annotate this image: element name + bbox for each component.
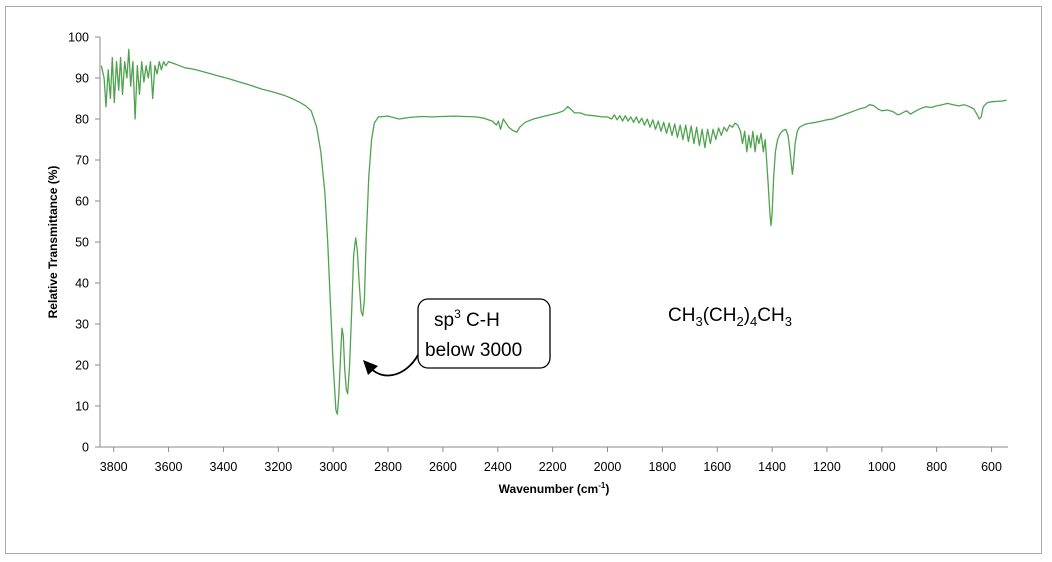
x-tick-label: 2400 — [484, 460, 512, 474]
x-tick-label: 1200 — [813, 460, 841, 474]
x-tick-label: 2200 — [539, 460, 567, 474]
chart-frame — [5, 6, 1042, 554]
molecule-formula: CH3(CH2)4CH3 — [668, 305, 792, 329]
x-axis-title-sup: -1 — [598, 481, 606, 490]
x-tick-label: 3200 — [264, 460, 292, 474]
y-tick-label: 100 — [68, 31, 89, 45]
y-tick-label: 80 — [75, 113, 89, 127]
axes — [99, 37, 1008, 448]
x-tick-label: 1600 — [703, 460, 731, 474]
y-ticks: 0 10 20 30 40 50 60 70 80 90 100 — [68, 31, 100, 455]
x-tick-label: 3600 — [155, 460, 183, 474]
y-tick-label: 10 — [75, 400, 89, 414]
x-tick-label: 3400 — [210, 460, 238, 474]
y-tick-label: 70 — [75, 154, 89, 168]
y-tick-label: 90 — [75, 72, 89, 86]
y-axis-title: Relative Transmittance (%) — [46, 166, 60, 319]
x-tick-label: 3000 — [319, 460, 347, 474]
x-ticks: 3800 3600 3400 3200 3000 2800 2600 2400 2200 2000… — [100, 447, 1002, 474]
annotation-box — [417, 298, 551, 369]
x-tick-label: 2600 — [429, 460, 457, 474]
x-tick-label: 3800 — [100, 460, 128, 474]
x-tick-label: 2000 — [594, 460, 622, 474]
x-tick-label: 1000 — [868, 460, 896, 474]
y-tick-label: 60 — [75, 195, 89, 209]
annotation-arrowhead — [363, 360, 378, 375]
x-tick-label: 1400 — [758, 460, 786, 474]
x-tick-label: 2800 — [374, 460, 402, 474]
spectrum-line — [100, 48, 1007, 415]
annotation-callout: sp3 C-H below 3000 — [363, 298, 551, 377]
y-tick-label: 50 — [75, 236, 89, 250]
x-tick-label: 600 — [981, 460, 1002, 474]
y-tick-label: 20 — [75, 359, 89, 373]
x-axis-title-main: Wavenumber (cm — [499, 482, 599, 496]
annotation-line-1: sp3 C-H — [434, 307, 500, 331]
x-axis-title: Wavenumber (cm-1) — [499, 481, 610, 496]
x-tick-label: 800 — [926, 460, 947, 474]
y-tick-label: 40 — [75, 277, 89, 291]
y-tick-label: 0 — [82, 441, 89, 455]
annotation-line-2: below 3000 — [425, 340, 522, 361]
x-axis-title-end: ) — [605, 482, 609, 496]
y-tick-label: 30 — [75, 318, 89, 332]
x-tick-label: 1800 — [648, 460, 676, 474]
